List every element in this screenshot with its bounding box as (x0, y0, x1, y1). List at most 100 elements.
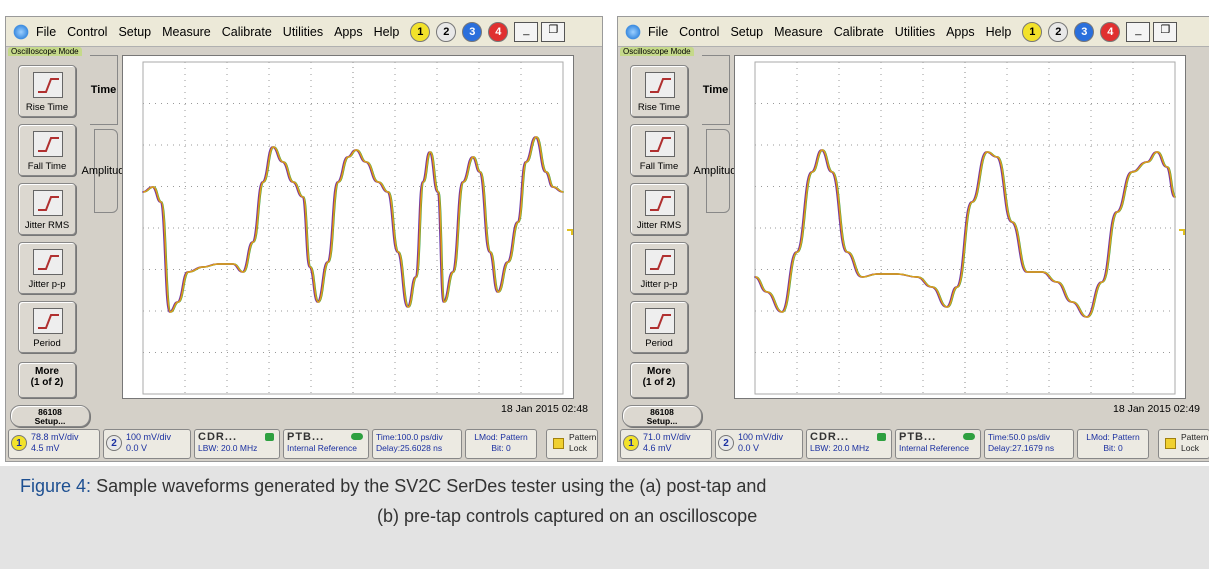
tab[interactable]: Amplitude (706, 129, 730, 213)
oscilloscope-window: File Control Setup Measure Calibrate Utilitie… (617, 16, 1209, 462)
page: {"panels": [ {"menu": ["File", "Control"… (0, 0, 1209, 569)
cdr-status[interactable]: CDR...LBW: 20.0 MHz (806, 429, 892, 459)
lock-icon (553, 438, 564, 449)
channel-button[interactable]: 2 (1048, 22, 1068, 42)
waveform-canvas (735, 56, 1187, 400)
measure-button[interactable]: Jitter RMS (18, 183, 76, 235)
menu-item[interactable]: Setup (730, 25, 763, 39)
channel-number: 2 (718, 435, 734, 451)
tab[interactable]: Time (90, 55, 118, 125)
menu-item[interactable]: Setup (118, 25, 151, 39)
icon-glyph (646, 132, 674, 156)
status-text: Time:50.0 ps/div (988, 432, 1070, 443)
channel-button[interactable]: 3 (462, 22, 482, 42)
status-text: 4.5 mV (31, 443, 96, 454)
app-icon (12, 23, 30, 41)
measure-button[interactable]: Jitter p-p (18, 242, 76, 294)
menu-item[interactable]: Help (986, 25, 1012, 39)
measure-button[interactable]: Jitter p-p (630, 242, 688, 294)
restore-button[interactable]: ❐ (541, 22, 565, 42)
icon-glyph (646, 309, 674, 333)
menu-item[interactable]: Apps (334, 25, 363, 39)
more-label: More (631, 366, 687, 377)
timestamp: 18 Jan 2015 02:49 (1113, 403, 1200, 415)
channel-marker (1179, 230, 1184, 235)
tab[interactable]: Time (702, 55, 730, 125)
menu-item[interactable]: Measure (162, 25, 211, 39)
channel-button[interactable]: 4 (488, 22, 508, 42)
menu-item[interactable]: Help (374, 25, 400, 39)
icon-glyph (34, 73, 62, 97)
ptb-status[interactable]: PTB...Internal Reference (895, 429, 981, 459)
channel-number: 2 (106, 435, 122, 451)
more-label: (1 of 2) (19, 377, 75, 388)
button-label: Fall Time (19, 161, 75, 172)
measure-button[interactable]: Period (630, 301, 688, 353)
channel-button[interactable]: 1 (410, 22, 430, 42)
menu-item[interactable]: File (36, 25, 56, 39)
button-label: Rise Time (631, 102, 687, 113)
minimize-button[interactable]: _ (1126, 22, 1150, 42)
menu-item[interactable]: Measure (774, 25, 823, 39)
timestamp: 18 Jan 2015 02:48 (501, 403, 588, 415)
tab-label: Time (703, 84, 728, 96)
tab-label: Time (91, 84, 116, 96)
button-icon (33, 190, 63, 216)
minimize-button[interactable]: _ (514, 22, 538, 42)
tab[interactable]: Amplitude (94, 129, 118, 213)
status-text: 4.6 mV (643, 443, 708, 454)
status-text: 0.0 V (126, 443, 187, 454)
button-label: Jitter p-p (19, 279, 75, 290)
menu-item[interactable]: Apps (946, 25, 975, 39)
measure-button[interactable]: Rise Time (630, 65, 688, 117)
button-label: Fall Time (631, 161, 687, 172)
menu-item[interactable]: Utilities (283, 25, 323, 39)
cdr-status[interactable]: CDR...LBW: 20.0 MHz (194, 429, 280, 459)
status-text: LBW: 20.0 MHz (810, 443, 888, 454)
restore-button[interactable]: ❐ (1153, 22, 1177, 42)
button-icon (33, 249, 63, 275)
button-label: Period (631, 338, 687, 349)
status-text: 0.0 V (738, 443, 799, 454)
measure-button[interactable]: Fall Time (18, 124, 76, 176)
status-indicator (351, 433, 363, 440)
menu-item[interactable]: Calibrate (834, 25, 884, 39)
icon-glyph (646, 191, 674, 215)
more-button[interactable]: More(1 of 2) (18, 362, 76, 398)
channel-button[interactable]: 1 (1022, 22, 1042, 42)
channel-button[interactable]: 2 (436, 22, 456, 42)
status-text: Time:100.0 ps/div (376, 432, 458, 443)
oscilloscope-window: File Control Setup Measure Calibrate Utilitie… (5, 16, 603, 462)
app-icon (624, 23, 642, 41)
icon-glyph (34, 309, 62, 333)
more-button[interactable]: More(1 of 2) (630, 362, 688, 398)
ptb-status[interactable]: PTB...Internal Reference (283, 429, 369, 459)
waveform-display (122, 55, 574, 399)
channel-button[interactable]: 4 (1100, 22, 1120, 42)
menu-item[interactable]: Control (67, 25, 107, 39)
menu-item[interactable]: Utilities (895, 25, 935, 39)
measure-button[interactable]: Rise Time (18, 65, 76, 117)
measure-button[interactable]: Fall Time (630, 124, 688, 176)
menu-item[interactable]: Control (679, 25, 719, 39)
menu-item[interactable]: Calibrate (222, 25, 272, 39)
status-text: 100 mV/div (738, 432, 799, 443)
measure-button[interactable]: Period (18, 301, 76, 353)
channel-button[interactable]: 3 (1074, 22, 1094, 42)
status-text: Bit: 0 (469, 443, 533, 454)
button-label: Jitter p-p (631, 279, 687, 290)
measure-button[interactable]: Jitter RMS (630, 183, 688, 235)
menu-item[interactable]: File (648, 25, 668, 39)
